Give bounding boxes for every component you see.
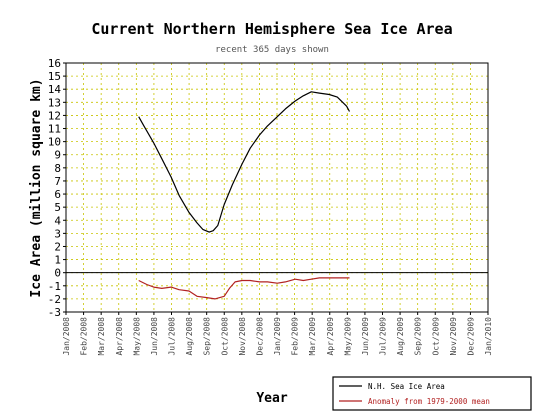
series-line-anomaly bbox=[138, 277, 350, 300]
y-tick-label: 14 bbox=[48, 83, 62, 96]
x-tick-label: Dec/2008 bbox=[255, 317, 264, 356]
x-axis-ticks: Jan/2008 Feb/2008 Mar/2008 Apr/2008 May/2008… bbox=[62, 312, 493, 356]
y-tick-label: 9 bbox=[54, 149, 61, 162]
x-tick-label: Sep/2009 bbox=[414, 317, 423, 356]
x-tick-label: Feb/2009 bbox=[291, 317, 300, 356]
x-tick-label: Jul/2008 bbox=[168, 317, 177, 356]
x-tick-label: Jul/2009 bbox=[379, 317, 388, 356]
y-tick-label: 4 bbox=[54, 214, 61, 227]
series bbox=[138, 91, 351, 300]
y-tick-label: 15 bbox=[48, 70, 61, 83]
x-tick-label: Feb/2008 bbox=[80, 317, 89, 356]
y-tick-label: -1 bbox=[48, 280, 61, 293]
x-tick-label: Mar/2008 bbox=[97, 317, 106, 356]
y-tick-label: 11 bbox=[48, 123, 61, 136]
legend-box bbox=[332, 376, 532, 411]
y-tick-label: 13 bbox=[48, 96, 61, 109]
x-tick-label: Aug/2008 bbox=[185, 317, 194, 356]
x-tick-label: Mar/2009 bbox=[308, 317, 317, 356]
x-tick-label: May/2008 bbox=[132, 317, 141, 356]
y-tick-label: 10 bbox=[48, 136, 61, 149]
legend: N.H. Sea Ice Area Anomaly from 1979-2000… bbox=[332, 376, 532, 411]
x-tick-label: Sep/2008 bbox=[203, 317, 212, 356]
y-tick-label: 16 bbox=[48, 57, 61, 70]
x-tick-label: Nov/2009 bbox=[449, 317, 458, 356]
y-tick-label: 7 bbox=[54, 175, 61, 188]
x-tick-label: Jan/2010 bbox=[484, 317, 493, 356]
x-tick-label: Aug/2009 bbox=[396, 317, 405, 356]
y-tick-label: 6 bbox=[54, 188, 61, 201]
y-tick-label: 5 bbox=[54, 201, 61, 214]
y-axis-label: Ice Area (million square km) bbox=[29, 78, 44, 297]
y-tick-label: 8 bbox=[54, 162, 61, 175]
x-tick-label: May/2009 bbox=[343, 317, 352, 356]
y-tick-label: 12 bbox=[48, 109, 61, 122]
chart-subtitle: recent 365 days shown bbox=[215, 45, 329, 55]
grid bbox=[66, 63, 488, 312]
x-axis-label: Year bbox=[256, 391, 287, 406]
y-tick-label: -2 bbox=[48, 293, 61, 306]
y-tick-label: 1 bbox=[54, 254, 61, 267]
y-tick-label: 3 bbox=[54, 227, 61, 240]
legend-label-anomaly: Anomaly from 1979-2000 mean bbox=[368, 397, 490, 406]
x-tick-label: Oct/2008 bbox=[220, 317, 229, 356]
x-tick-label: Apr/2009 bbox=[326, 317, 335, 356]
y-tick-label: -3 bbox=[48, 306, 61, 319]
x-tick-label: Dec/2009 bbox=[466, 317, 475, 356]
x-tick-label: Apr/2008 bbox=[115, 317, 124, 356]
series-line-sea-ice-area bbox=[138, 91, 351, 233]
x-tick-label: Jan/2008 bbox=[62, 317, 71, 356]
x-tick-label: Oct/2009 bbox=[431, 317, 440, 356]
y-tick-label: 2 bbox=[54, 240, 61, 253]
x-tick-label: Jun/2008 bbox=[150, 317, 159, 356]
chart-title: Current Northern Hemisphere Sea Ice Area bbox=[91, 20, 452, 38]
x-tick-label: Jan/2009 bbox=[273, 317, 282, 356]
x-tick-label: Jun/2009 bbox=[361, 317, 370, 356]
legend-label-sea-ice-area: N.H. Sea Ice Area bbox=[368, 382, 445, 391]
y-tick-label: 0 bbox=[54, 267, 61, 280]
x-tick-label: Nov/2008 bbox=[238, 317, 247, 356]
